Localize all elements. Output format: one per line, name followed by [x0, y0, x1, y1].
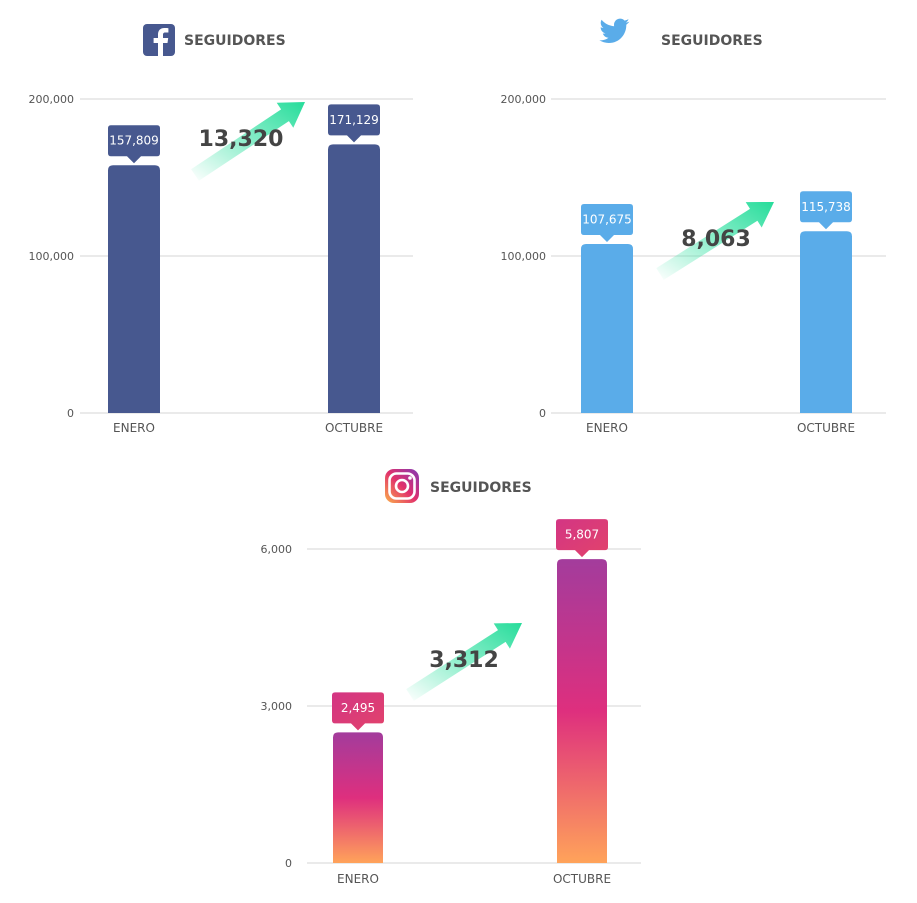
instagram-bar-octubre — [557, 559, 607, 863]
facebook-x-tick-label: OCTUBRE — [325, 421, 383, 435]
facebook-data-label: 171,129 — [329, 113, 379, 127]
twitter-increase-label: 8,063 — [681, 227, 751, 252]
facebook-bar-enero — [108, 165, 160, 413]
facebook-bars: 157,809 171,129 — [108, 104, 380, 414]
instagram-y-tick-label: 0 — [285, 857, 292, 870]
facebook-axes: 0 100,000 200,000 ENERO OCTUBRE — [29, 93, 413, 435]
facebook-y-tick-label: 0 — [67, 407, 74, 420]
facebook-x-tick-label: ENERO — [113, 421, 155, 435]
facebook-arrow-shape — [191, 102, 305, 181]
instagram-x-tick-label: OCTUBRE — [553, 872, 611, 886]
twitter-data-label-bubble — [581, 203, 633, 242]
twitter-data-label-bubble — [800, 191, 852, 230]
instagram-increase-label: 3,312 — [429, 648, 499, 673]
twitter-y-tick-label: 200,000 — [501, 93, 547, 106]
instagram-data-label-bubble — [556, 519, 608, 558]
twitter-y-tick-label: 0 — [539, 407, 546, 420]
facebook-increase-arrow — [191, 102, 305, 181]
twitter-chart: SEGUIDORES 0 100,000 200,000 ENERO OCTUBRE 1… — [501, 18, 886, 435]
instagram-y-tick-label: 6,000 — [261, 543, 293, 556]
instagram-y-tick-label: 3,000 — [261, 700, 293, 713]
instagram-arrow-shape — [406, 623, 522, 701]
instagram-chart-title: SEGUIDORES — [430, 480, 532, 496]
facebook-data-label: 157,809 — [109, 134, 159, 148]
instagram-x-tick-label: ENERO — [337, 872, 379, 886]
instagram-bars: 2,495 5,807 — [332, 519, 608, 863]
twitter-bird-icon — [599, 18, 630, 43]
facebook-increase-label: 13,320 — [199, 127, 284, 152]
instagram-data-label: 5,807 — [565, 528, 599, 542]
twitter-bar-octubre — [800, 231, 852, 413]
twitter-y-tick-label: 100,000 — [501, 250, 547, 263]
twitter-increase-arrow — [656, 202, 774, 280]
twitter-chart-title: SEGUIDORES — [661, 33, 763, 49]
instagram-icon — [385, 469, 419, 503]
twitter-x-tick-label: ENERO — [586, 421, 628, 435]
twitter-data-label: 107,675 — [582, 212, 632, 226]
facebook-y-tick-label: 100,000 — [29, 250, 75, 263]
twitter-arrow-shape — [656, 202, 774, 280]
instagram-data-label: 2,495 — [341, 701, 375, 715]
instagram-increase-arrow — [406, 623, 522, 701]
twitter-bars: 107,675 115,738 — [581, 191, 852, 413]
facebook-chart-title: SEGUIDORES — [184, 33, 286, 49]
twitter-x-tick-label: OCTUBRE — [797, 421, 855, 435]
facebook-icon — [143, 24, 175, 56]
facebook-data-label-bubble — [108, 125, 160, 164]
facebook-chart: SEGUIDORES 0 100,000 200,000 ENERO OCTUBRE 1… — [29, 24, 413, 435]
facebook-bar-octubre — [328, 144, 380, 414]
instagram-chart: SEGUIDORES 0 3,000 6,000 ENERO OCTUBRE 2,495… — [261, 469, 641, 886]
twitter-bar-enero — [581, 243, 633, 413]
facebook-data-label-bubble — [328, 104, 380, 143]
instagram-bar-enero — [333, 732, 383, 863]
twitter-data-label: 115,738 — [801, 200, 851, 214]
instagram-data-label-bubble — [332, 692, 384, 731]
instagram-axes: 0 3,000 6,000 ENERO OCTUBRE — [261, 543, 641, 886]
facebook-y-tick-label: 200,000 — [29, 93, 75, 106]
